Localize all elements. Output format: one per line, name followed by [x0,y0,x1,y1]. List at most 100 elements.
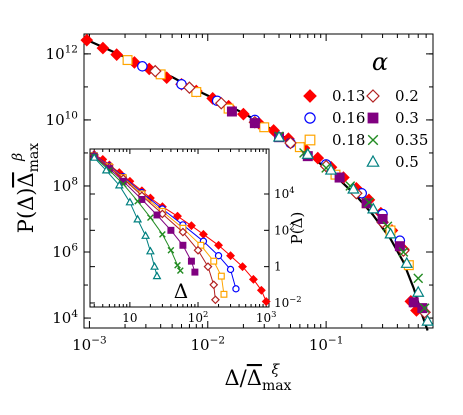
main-point [176,79,187,90]
main-ytick-label: 108 [52,176,78,195]
legend-label-0.5: 0.5 [395,153,419,171]
legend-marker-0.2 [366,89,380,103]
inset-point [214,252,223,260]
inset-point [238,262,247,272]
main-point [398,247,409,257]
legend-marker-0.16 [304,112,316,124]
inset-xtick-label: 103 [256,309,277,325]
main-axes-frame [83,33,434,329]
main-point [96,41,110,55]
main-point [417,303,428,314]
inset-point [209,280,219,290]
main-point [394,241,405,252]
legend-marker-0.5 [366,154,380,167]
inset-series-line [93,155,216,300]
inset-point [191,268,199,276]
inset-point [186,221,196,231]
main-point [148,64,162,78]
main-point [226,106,237,117]
legend-title: α [372,48,388,76]
inset-ytick-label: 104 [274,185,295,201]
inset-point [173,211,182,221]
inset-ytick-label: 102 [274,221,295,237]
inset-series-0.35 [90,153,184,275]
legend-marker-0.35 [367,134,379,146]
inset-xtick-label: 10 [122,311,137,325]
main-point [183,81,196,94]
main-ytick-label: 104 [52,308,78,327]
main-point [301,147,315,159]
inset-point [248,274,258,284]
legend-label-0.3: 0.3 [395,109,419,127]
main-point [191,87,202,98]
inset-point [167,226,175,234]
legend: α 0.13 0.2 0.16 0.3 0.18 0.35 0.5 [303,48,428,171]
inset-point [167,246,175,254]
main-y-axis-label: P(Δ)Δmaxβ [10,143,42,233]
inset-point [203,262,213,272]
inset-point [176,267,184,275]
main-point [408,297,419,308]
inset-x-axis-label: Δ [174,279,188,303]
main-point [294,142,305,153]
inset-point [256,285,266,295]
inset-point [145,246,155,255]
inset-point [101,165,111,174]
inset-point [217,272,225,280]
main-xtick-label: 10−1 [309,335,344,354]
inset-point [261,297,271,306]
inset-point [133,214,143,223]
main-point [366,202,380,214]
main-ytick-label: 1010 [46,110,78,129]
main-point [284,136,297,150]
inset-series-line [93,155,225,295]
main-point [421,314,434,326]
inset-point [141,230,151,239]
main-point [110,48,124,61]
main-point [324,163,338,175]
inset-point [193,245,203,255]
inset-point [134,197,142,205]
legend-label-0.35: 0.35 [395,131,428,149]
inset-point [174,261,181,269]
main-xtick-label: 10−2 [190,335,225,354]
legend-label-0.2: 0.2 [395,87,419,105]
inset-point [187,257,195,265]
inset-series-0.5 [89,152,162,280]
inset-xtick-label: 102 [188,309,209,325]
main-point [400,256,413,268]
main-point [384,227,397,239]
main-x-axis-label: Δ/Δmaxξ [225,362,292,394]
inset-point [125,197,135,206]
inset-series-line [93,154,237,289]
legend-label-0.18: 0.18 [332,131,365,149]
inset-point [210,257,218,265]
main-point [411,285,425,297]
inset-point [220,290,228,298]
legend-marker-0.13 [303,89,317,103]
legend-label-0.16: 0.16 [332,109,365,127]
inset-series-0.3 [90,152,199,276]
main-point [413,273,424,284]
main-point [214,96,228,110]
inset-point [197,241,205,249]
inset-point [150,261,159,270]
main-point [80,33,94,47]
main-point [419,303,430,314]
main-point [377,213,388,224]
legend-marker-0.18 [304,134,316,146]
legend-marker-0.3 [367,112,379,124]
main-xtick-label: 10−3 [72,335,107,354]
inset-point [232,285,240,293]
inset-point [114,180,124,189]
inset-point [147,214,154,221]
inset-point [152,271,162,280]
main-point [311,151,325,165]
main-ytick-label: 1012 [46,44,78,63]
main-point [122,55,133,66]
inset-y-axis-label: P(Δ) [288,212,306,245]
main-series-0.5 [272,130,434,326]
